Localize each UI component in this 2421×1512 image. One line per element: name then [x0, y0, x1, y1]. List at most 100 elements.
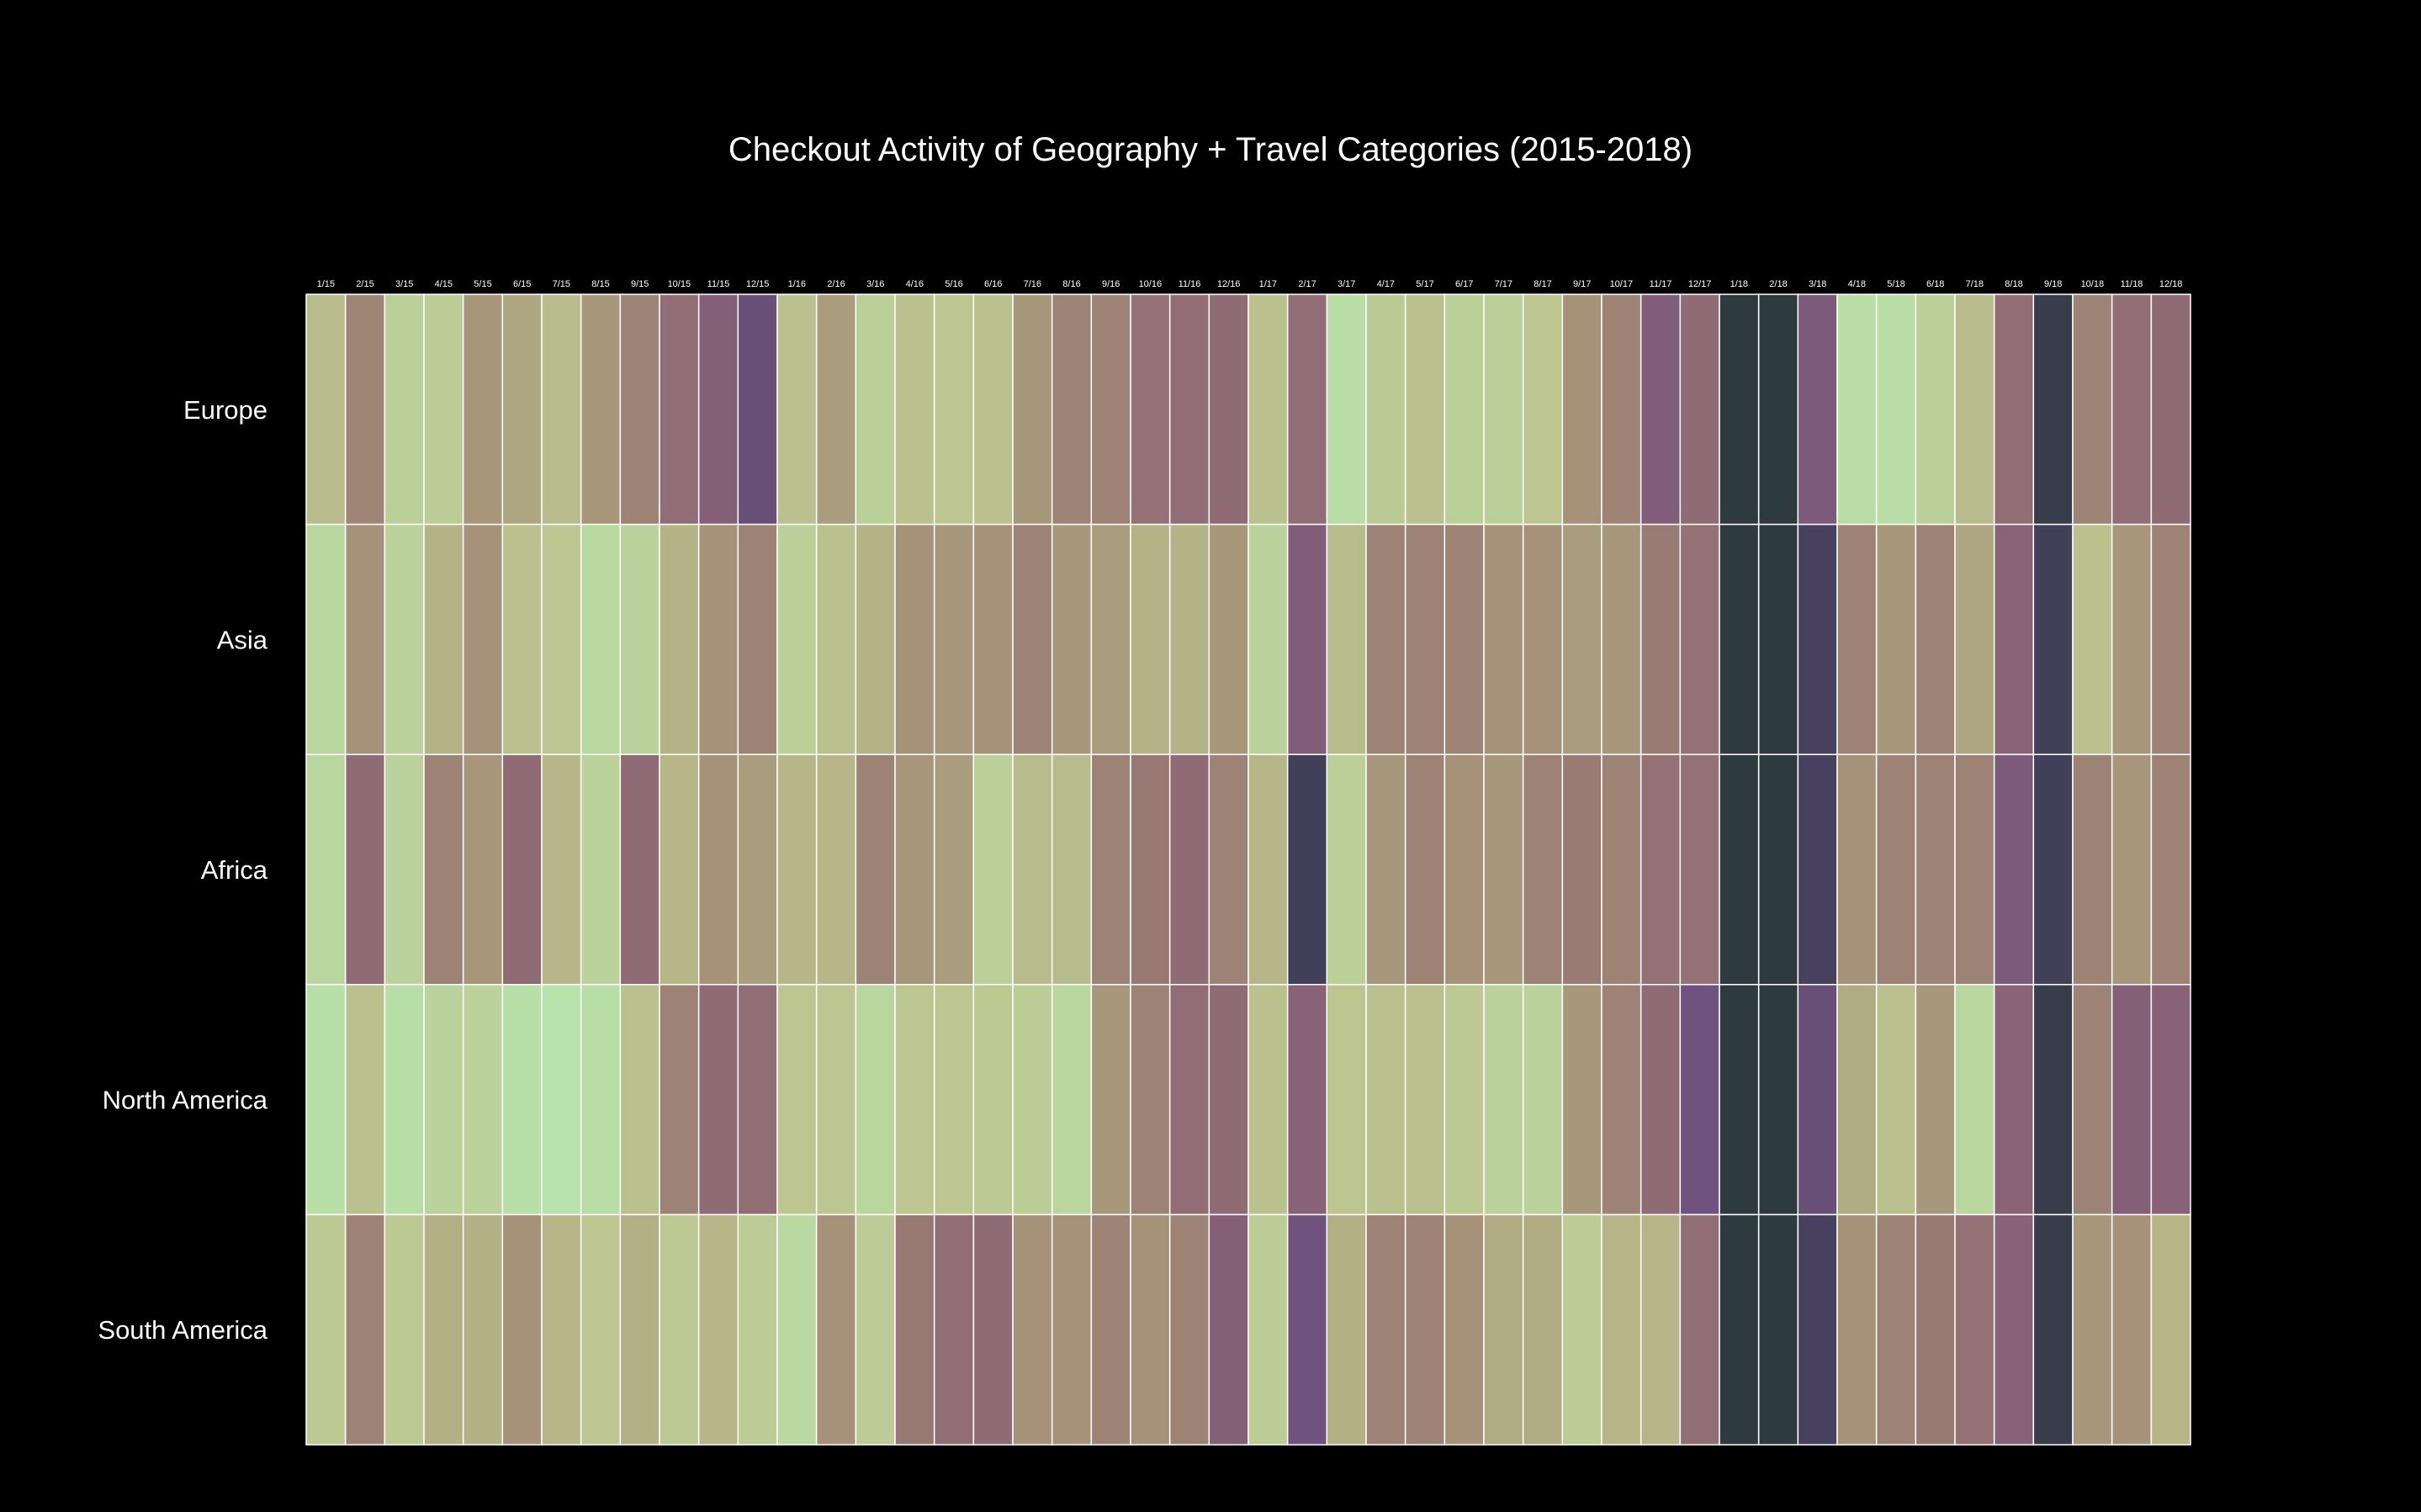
heatmap-cell	[1601, 753, 1642, 986]
heatmap-cell	[815, 984, 857, 1216]
heatmap-cell	[541, 1213, 582, 1446]
heatmap-cell	[344, 523, 386, 755]
column-label: 9/15	[631, 279, 649, 289]
heatmap-cell	[2032, 1213, 2074, 1446]
heatmap-cell	[580, 1213, 622, 1446]
heatmap-cell	[972, 753, 1014, 986]
heatmap-cell	[1051, 523, 1093, 755]
heatmap-cell	[1130, 984, 1171, 1216]
row-label: South America	[98, 1315, 268, 1345]
heatmap-cell	[1444, 984, 1485, 1216]
heatmap-cell	[1444, 1213, 1485, 1446]
heatmap-cell	[1522, 523, 1564, 755]
heatmap-cell	[1719, 523, 1760, 755]
heatmap-cell	[815, 753, 857, 986]
heatmap-cell	[815, 293, 857, 526]
heatmap-cell	[384, 984, 425, 1216]
heatmap-cell	[776, 523, 818, 755]
heatmap-cell	[541, 753, 582, 986]
heatmap-cell	[2072, 1213, 2113, 1446]
heatmap-cell	[1483, 984, 1524, 1216]
heatmap-cell	[344, 1213, 386, 1446]
column-label: 12/15	[746, 279, 770, 289]
heatmap-cell	[659, 1213, 700, 1446]
column-label: 11/18	[2121, 279, 2143, 289]
heatmap-cell	[1561, 1213, 1603, 1446]
heatmap-cell	[933, 984, 975, 1216]
heatmap-cell	[1168, 523, 1210, 755]
heatmap-cell	[1915, 984, 1956, 1216]
heatmap-cell	[1561, 293, 1603, 526]
column-label: 5/16	[945, 279, 962, 289]
heatmap-cell	[541, 293, 582, 526]
heatmap-cell	[1915, 1213, 1956, 1446]
heatmap-cell	[2150, 523, 2191, 755]
heatmap-cell	[1130, 293, 1171, 526]
heatmap-cell	[1365, 523, 1407, 755]
heatmap-cell	[1326, 523, 1367, 755]
column-label: 5/18	[1887, 279, 1904, 289]
heatmap-cell	[1286, 753, 1328, 986]
heatmap-cell	[1993, 984, 2035, 1216]
heatmap-cell	[384, 293, 425, 526]
heatmap-cell	[1404, 1213, 1446, 1446]
heatmap-cell	[1012, 984, 1053, 1216]
heatmap-cell	[1915, 293, 1956, 526]
heatmap-cell	[737, 523, 778, 755]
heatmap-cell	[423, 1213, 464, 1446]
heatmap-cell	[1326, 1213, 1367, 1446]
heatmap-cell	[737, 1213, 778, 1446]
heatmap-cell	[1483, 753, 1524, 986]
column-label: 4/17	[1377, 279, 1395, 289]
heatmap-cell	[815, 523, 857, 755]
column-label: 10/17	[1610, 279, 1634, 289]
column-label: 3/15	[395, 279, 413, 289]
heatmap-cell	[1836, 293, 1878, 526]
heatmap-cell	[619, 984, 660, 1216]
heatmap-cell	[659, 293, 700, 526]
heatmap-cell	[855, 523, 896, 755]
heatmap-cell	[1051, 753, 1093, 986]
heatmap-cell	[1875, 984, 1917, 1216]
row-label: North America	[103, 1086, 268, 1115]
heatmap-cell	[894, 523, 935, 755]
heatmap-cell	[2032, 523, 2074, 755]
heatmap-cell	[1208, 984, 1249, 1216]
heatmap-cell	[1012, 293, 1053, 526]
heatmap-cell	[2111, 523, 2153, 755]
heatmap-cell	[1130, 1213, 1171, 1446]
heatmap-cell	[1993, 753, 2035, 986]
heatmap-cell	[776, 753, 818, 986]
heatmap-cell	[1640, 984, 1682, 1216]
heatmap-cell	[1130, 753, 1171, 986]
heatmap-cell	[659, 753, 700, 986]
heatmap-cell	[2072, 523, 2113, 755]
heatmap-cell	[1757, 984, 1799, 1216]
column-label: 10/15	[668, 279, 691, 289]
heatmap-cell	[2072, 753, 2113, 986]
heatmap-cell	[1757, 1213, 1799, 1446]
column-label: 2/17	[1298, 279, 1316, 289]
heatmap-cell	[1248, 293, 1289, 526]
heatmap-cell	[1993, 1213, 2035, 1446]
heatmap-cell	[1797, 523, 1838, 755]
heatmap-cell	[1719, 753, 1760, 986]
heatmap-cell	[1993, 523, 2035, 755]
column-label: 11/16	[1179, 279, 1201, 289]
column-label: 5/17	[1416, 279, 1433, 289]
chart-title: Checkout Activity of Geography + Travel …	[728, 131, 1693, 168]
heatmap-cell	[1208, 753, 1249, 986]
heatmap-cell	[305, 984, 347, 1216]
heatmap-cell	[894, 753, 935, 986]
column-label: 3/18	[1809, 279, 1826, 289]
heatmap-cell	[344, 984, 386, 1216]
heatmap-cell	[1248, 753, 1289, 986]
heatmap-cell	[384, 753, 425, 986]
column-label: 4/15	[435, 279, 453, 289]
heatmap-cell	[462, 753, 504, 986]
heatmap-cell	[384, 523, 425, 755]
column-label: 12/17	[1688, 279, 1712, 289]
column-label: 12/18	[2159, 279, 2183, 289]
heatmap-cell	[2072, 293, 2113, 526]
heatmap-cell	[815, 1213, 857, 1446]
